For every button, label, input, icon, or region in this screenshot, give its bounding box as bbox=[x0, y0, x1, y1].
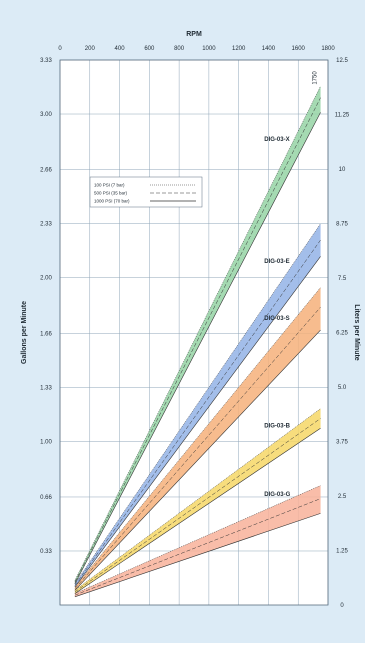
series-label-dig-03-e: DIG-03-E bbox=[264, 259, 289, 265]
line-1000psi bbox=[74, 329, 321, 591]
y-right-tick-label: 0 bbox=[340, 603, 344, 609]
max-rpm-annotation: 1750 bbox=[313, 71, 319, 85]
line-500psi bbox=[74, 306, 321, 589]
x-axis-ticks: 0 200 400 600 800 1000 1200 1400 1600 1800 bbox=[58, 46, 335, 52]
series-label-dig-03-x: DIG-03-X bbox=[264, 137, 289, 143]
line-1000psi bbox=[74, 513, 321, 598]
plot-frame bbox=[59, 59, 329, 606]
line-500psi bbox=[74, 239, 321, 586]
y-right-tick-label: 6.25 bbox=[336, 331, 348, 337]
y-left-tick-label: 1.33 bbox=[40, 385, 52, 391]
line-500psi bbox=[74, 418, 321, 593]
line-500psi bbox=[74, 498, 321, 596]
y-right-tick-label: 8.75 bbox=[336, 222, 348, 228]
line-1000psi bbox=[74, 256, 321, 588]
legend-entry-1000psi: 1000 PSI (70 bar) bbox=[94, 199, 130, 204]
y-left-tick-label: 2.33 bbox=[40, 222, 52, 228]
x-tick-label: 1200 bbox=[232, 46, 246, 52]
band-dig-03-e bbox=[74, 223, 321, 587]
band-dig-03-g bbox=[74, 485, 321, 597]
x-axis-title: RPM bbox=[186, 31, 202, 38]
line-100psi bbox=[74, 485, 321, 594]
x-tick-label: 1600 bbox=[292, 46, 306, 52]
y-right-tick-label: 10 bbox=[339, 167, 346, 173]
x-tick-label: 1400 bbox=[262, 46, 276, 52]
line-1000psi bbox=[74, 112, 321, 584]
line-500psi bbox=[74, 97, 321, 583]
legend-entry-500psi: 500 PSI (35 bar) bbox=[94, 191, 128, 196]
y-left-tick-label: 1.66 bbox=[40, 331, 52, 337]
y-left-tick-label: 3.33 bbox=[40, 58, 52, 64]
line-100psi bbox=[74, 408, 321, 591]
y-right-tick-label: 3.75 bbox=[336, 440, 348, 446]
series-lines bbox=[74, 86, 321, 598]
y-left-tick-label: 2.00 bbox=[40, 276, 52, 282]
y-right-tick-label: 11.25 bbox=[335, 113, 350, 119]
x-tick-label: 1800 bbox=[321, 46, 335, 52]
y-axis-left-ticks: 0.33 0.66 1.00 1.33 1.66 2.00 2.33 2.66 3.00 3.33 bbox=[40, 58, 52, 555]
y-right-tick-label: 2.5 bbox=[338, 494, 347, 500]
y-axis-right-title: Liters per Minute bbox=[353, 304, 360, 361]
y-axis-right-ticks: 0 1.25 2.5 3.75 5.0 6.25 7.5 8.75 10 11.25 12.5 bbox=[335, 58, 350, 609]
series-label-dig-03-b: DIG-03-B bbox=[264, 424, 290, 430]
x-tick-label: 200 bbox=[85, 46, 96, 52]
x-tick-label: 400 bbox=[115, 46, 126, 52]
line-100psi bbox=[74, 287, 321, 588]
y-right-tick-label: 12.5 bbox=[336, 58, 348, 64]
y-left-tick-label: 3.00 bbox=[40, 112, 52, 118]
series-label-dig-03-s: DIG-03-S bbox=[264, 316, 289, 322]
y-right-tick-label: 5.0 bbox=[338, 385, 347, 391]
band-dig-03-s bbox=[74, 287, 321, 591]
x-tick-label: 1000 bbox=[202, 46, 216, 52]
y-left-tick-label: 2.66 bbox=[40, 168, 52, 174]
legend-entry-100psi: 100 PSI (7 bar) bbox=[94, 183, 125, 188]
x-tick-label: 600 bbox=[144, 46, 155, 52]
x-tick-label: 800 bbox=[174, 46, 185, 52]
y-right-tick-label: 1.25 bbox=[336, 549, 348, 555]
series-bands bbox=[74, 86, 321, 597]
line-1000psi bbox=[74, 427, 321, 594]
y-right-tick-label: 7.5 bbox=[338, 276, 347, 282]
y-left-tick-label: 0.66 bbox=[40, 495, 52, 501]
y-axis-left-title: Gallons per Minute bbox=[21, 301, 28, 364]
band-dig-03-x bbox=[74, 86, 321, 584]
series-labels: DIG-03-X DIG-03-E DIG-03-S DIG-03-B DIG-03-G bbox=[264, 137, 290, 498]
series-label-dig-03-g: DIG-03-G bbox=[264, 492, 290, 498]
legend-box bbox=[89, 176, 203, 208]
line-100psi bbox=[74, 223, 321, 584]
band-dig-03-b bbox=[74, 408, 321, 594]
y-left-tick-label: 0.33 bbox=[40, 549, 52, 555]
x-tick-label: 0 bbox=[58, 46, 62, 52]
legend: 100 PSI (7 bar) 500 PSI (35 bar) 1000 PS… bbox=[89, 176, 203, 208]
y-left-tick-label: 1.00 bbox=[40, 439, 52, 445]
